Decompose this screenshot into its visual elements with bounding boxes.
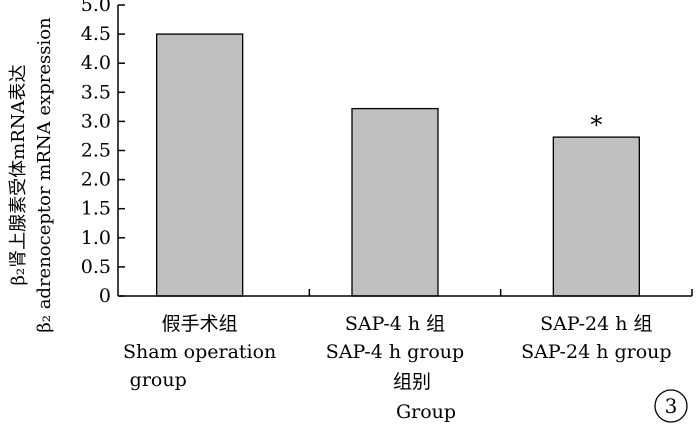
y-tick-label: 4.0 <box>81 52 111 74</box>
x-axis-title-cn: 组别 <box>393 371 431 393</box>
x-axis-title-en: Group <box>396 401 456 423</box>
y-tick-label: 2.0 <box>81 169 111 191</box>
figure-number: 3 <box>665 394 678 418</box>
bar <box>552 136 640 297</box>
category-label: Sham operation <box>123 341 276 363</box>
y-tick-label: 5.0 <box>81 0 111 16</box>
y-axis-title-en-group: β₂ adrenoceptor mRNA expression <box>34 17 55 333</box>
y-axis-title-cn-group: β₂肾上腺素受体mRNA表达 <box>8 65 29 286</box>
category-labels: 假手术组 Sham operation group SAP-4 h 组 SAP-4 h … <box>123 313 672 391</box>
y-tick-label: 1.5 <box>81 198 111 220</box>
category-label: SAP-4 h group <box>326 341 464 363</box>
category-label: 假手术组 <box>162 313 238 335</box>
y-axis-title-en: β₂ adrenoceptor mRNA expression <box>34 17 55 333</box>
y-tick-label: 0 <box>99 285 111 307</box>
category-label: SAP-24 h group <box>521 341 671 363</box>
category-label: group <box>130 369 187 391</box>
y-tick-label: 0.5 <box>81 256 111 278</box>
category-label: SAP-24 h 组 <box>540 313 652 335</box>
y-tick-label: 2.5 <box>81 140 111 162</box>
significance-marker: * <box>590 111 602 139</box>
bar <box>351 107 439 297</box>
y-tick-label: 4.5 <box>81 23 111 45</box>
y-tick-label: 3.0 <box>81 110 111 132</box>
category-label: SAP-4 h 组 <box>345 313 445 335</box>
y-tick-label: 1.0 <box>81 227 111 249</box>
figure-number-circle <box>654 389 688 423</box>
y-tick-label: 3.5 <box>81 81 111 103</box>
y-axis-ticks: 0 0.5 1.0 1.5 2.0 2.5 3.0 3.5 4.0 4.5 5.0 <box>81 0 125 307</box>
bar <box>156 33 244 297</box>
bars: * <box>156 33 693 297</box>
y-axis-title-cn: β₂肾上腺素受体mRNA表达 <box>8 65 29 286</box>
